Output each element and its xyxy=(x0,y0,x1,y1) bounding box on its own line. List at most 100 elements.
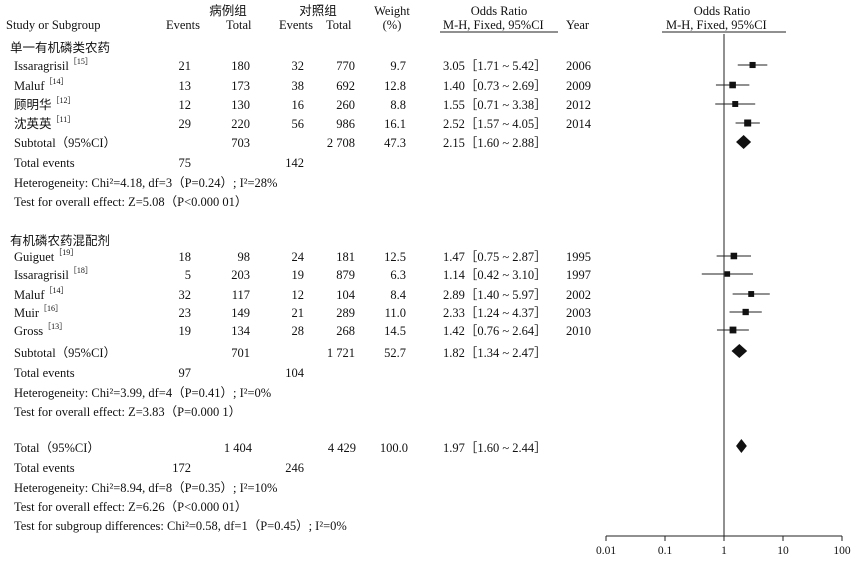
study-point xyxy=(742,308,749,316)
header-ctrl-events: Events xyxy=(279,18,314,32)
study-ci: 1.42［0.76 ~ 2.64］ xyxy=(443,324,547,338)
overall-subgroup-diff: Test for subgroup differences: Chi²=0.58… xyxy=(14,519,347,533)
header-case-events: Events xyxy=(166,18,201,32)
study-name: Issaragrisil［18］ xyxy=(14,266,93,283)
study-ref: ［14］ xyxy=(44,286,69,295)
study-case-events: 5 xyxy=(184,268,191,282)
x-tick-label: 1 xyxy=(721,545,727,557)
study-point xyxy=(732,101,739,107)
group-2-total-events-case: 97 xyxy=(178,366,192,380)
pooled-diamond xyxy=(736,439,747,453)
group-1-subtotal-weight: 47.3 xyxy=(384,136,406,150)
study-name-text: 顾明华 xyxy=(14,98,52,112)
header-weight: Weight xyxy=(374,4,410,18)
study-ref: ［15］ xyxy=(68,57,93,66)
study-point xyxy=(730,252,738,260)
x-tick-label: 100 xyxy=(833,545,851,557)
group-2-total-events-ctrl: 104 xyxy=(285,366,304,380)
overall-total-events-ctrl: 246 xyxy=(285,461,304,475)
group-1-name: 单一有机磷类农药 xyxy=(10,41,111,55)
study-name: Guiguet［19］ xyxy=(14,248,79,265)
study-year: 1997 xyxy=(566,268,591,282)
study-year: 1995 xyxy=(566,250,591,264)
overall-weight: 100.0 xyxy=(379,441,408,455)
study-name-text: Issaragrisil xyxy=(14,59,69,73)
overall-ci: 1.97［1.60 ~ 2.44］ xyxy=(443,441,547,455)
group-1-total-events-label: Total events xyxy=(14,156,75,170)
group-1-subtotal-label: Subtotal（95%CI） xyxy=(14,136,117,150)
x-tick-label: 0.01 xyxy=(596,545,616,557)
study-year: 2006 xyxy=(566,59,591,73)
header-or-title: Odds Ratio xyxy=(470,4,528,18)
study-ci: 2.52［1.57 ~ 4.05］ xyxy=(443,117,547,131)
study-ci: 1.47［0.75 ~ 2.87］ xyxy=(443,250,547,264)
study-year: 2014 xyxy=(566,117,591,131)
study-name: Maluf［14］ xyxy=(14,286,69,303)
group-1-heterogeneity: Heterogeneity: Chi²=4.18, df=3（P=0.24）; … xyxy=(14,176,278,190)
group-2-heterogeneity: Heterogeneity: Chi²=3.99, df=4（P=0.41）; … xyxy=(14,386,272,400)
group-2-total-events-label: Total events xyxy=(14,366,75,380)
study-name-text: Maluf xyxy=(14,79,45,93)
study-case-total: 149 xyxy=(231,306,250,320)
study-weight: 8.8 xyxy=(390,98,406,112)
study-weight: 16.1 xyxy=(384,117,406,131)
study-ctrl-total: 692 xyxy=(336,79,355,93)
study-case-events: 21 xyxy=(178,59,192,73)
header-year: Year xyxy=(566,18,590,32)
study-ctrl-events: 16 xyxy=(291,98,305,112)
study-case-total: 117 xyxy=(231,288,250,302)
study-ctrl-total: 986 xyxy=(336,117,355,131)
group-1-subtotal-case-total: 703 xyxy=(231,136,250,150)
study-ctrl-total: 104 xyxy=(336,288,355,302)
study-case-total: 180 xyxy=(231,59,250,73)
study-case-total: 130 xyxy=(231,98,250,112)
study-weight: 6.3 xyxy=(390,268,406,282)
study-ci: 2.89［1.40 ~ 5.97］ xyxy=(443,288,547,302)
study-ctrl-total: 260 xyxy=(336,98,355,112)
study-year: 2002 xyxy=(566,288,591,302)
study-weight: 11.0 xyxy=(384,306,406,320)
header-case-total: Total xyxy=(226,18,252,32)
study-point xyxy=(744,119,752,127)
study-weight: 8.4 xyxy=(390,288,406,302)
study-ref: ［11］ xyxy=(51,115,76,124)
study-case-events: 13 xyxy=(178,79,192,93)
header-or-method: M-H, Fixed, 95%CI xyxy=(443,18,544,32)
study-case-events: 23 xyxy=(178,306,192,320)
overall-total-events-case: 172 xyxy=(172,461,191,475)
study-ctrl-total: 289 xyxy=(336,306,355,320)
study-name: Maluf［14］ xyxy=(14,78,69,94)
study-ci: 1.55［0.71 ~ 3.38］ xyxy=(443,98,547,112)
study-name-text: Issaragrisil xyxy=(14,268,69,282)
study-point xyxy=(749,61,756,69)
study-ctrl-events: 56 xyxy=(291,117,305,131)
study-point xyxy=(729,326,737,334)
study-case-events: 29 xyxy=(178,117,192,131)
study-weight: 14.5 xyxy=(384,324,406,338)
study-name: Muir［16］ xyxy=(14,305,63,321)
study-year: 2003 xyxy=(566,306,591,320)
overall-ctrl-total: 4 429 xyxy=(327,441,356,455)
group-2-subtotal-weight: 52.7 xyxy=(384,346,406,360)
group-2-subtotal-ctrl-total: 1 721 xyxy=(326,346,355,360)
study-ref: ［18］ xyxy=(68,266,93,275)
overall-heterogeneity: Heterogeneity: Chi²=8.94, df=8（P=0.35）; … xyxy=(14,481,278,495)
study-name: Gross［13］ xyxy=(14,323,67,339)
study-year: 2009 xyxy=(566,79,591,93)
study-ref: ［19］ xyxy=(54,248,79,257)
study-ctrl-total: 268 xyxy=(336,324,355,338)
group-1-subtotal-ci: 2.15［1.60 ~ 2.88］ xyxy=(443,136,547,150)
study-case-total: 203 xyxy=(231,268,250,282)
study-point xyxy=(748,291,755,297)
header-case-group: 病例组 xyxy=(209,4,247,18)
study-ctrl-events: 21 xyxy=(291,306,305,320)
overall-total-events-label: Total events xyxy=(14,461,75,475)
study-case-total: 220 xyxy=(231,117,250,131)
group-1-total-events-ctrl: 142 xyxy=(285,156,304,170)
study-ctrl-events: 32 xyxy=(291,59,305,73)
study-weight: 9.7 xyxy=(390,59,406,73)
x-tick-label: 10 xyxy=(777,545,789,557)
study-ctrl-events: 24 xyxy=(291,250,305,264)
group-2-subtotal-ci: 1.82［1.34 ~ 2.47］ xyxy=(443,346,547,360)
